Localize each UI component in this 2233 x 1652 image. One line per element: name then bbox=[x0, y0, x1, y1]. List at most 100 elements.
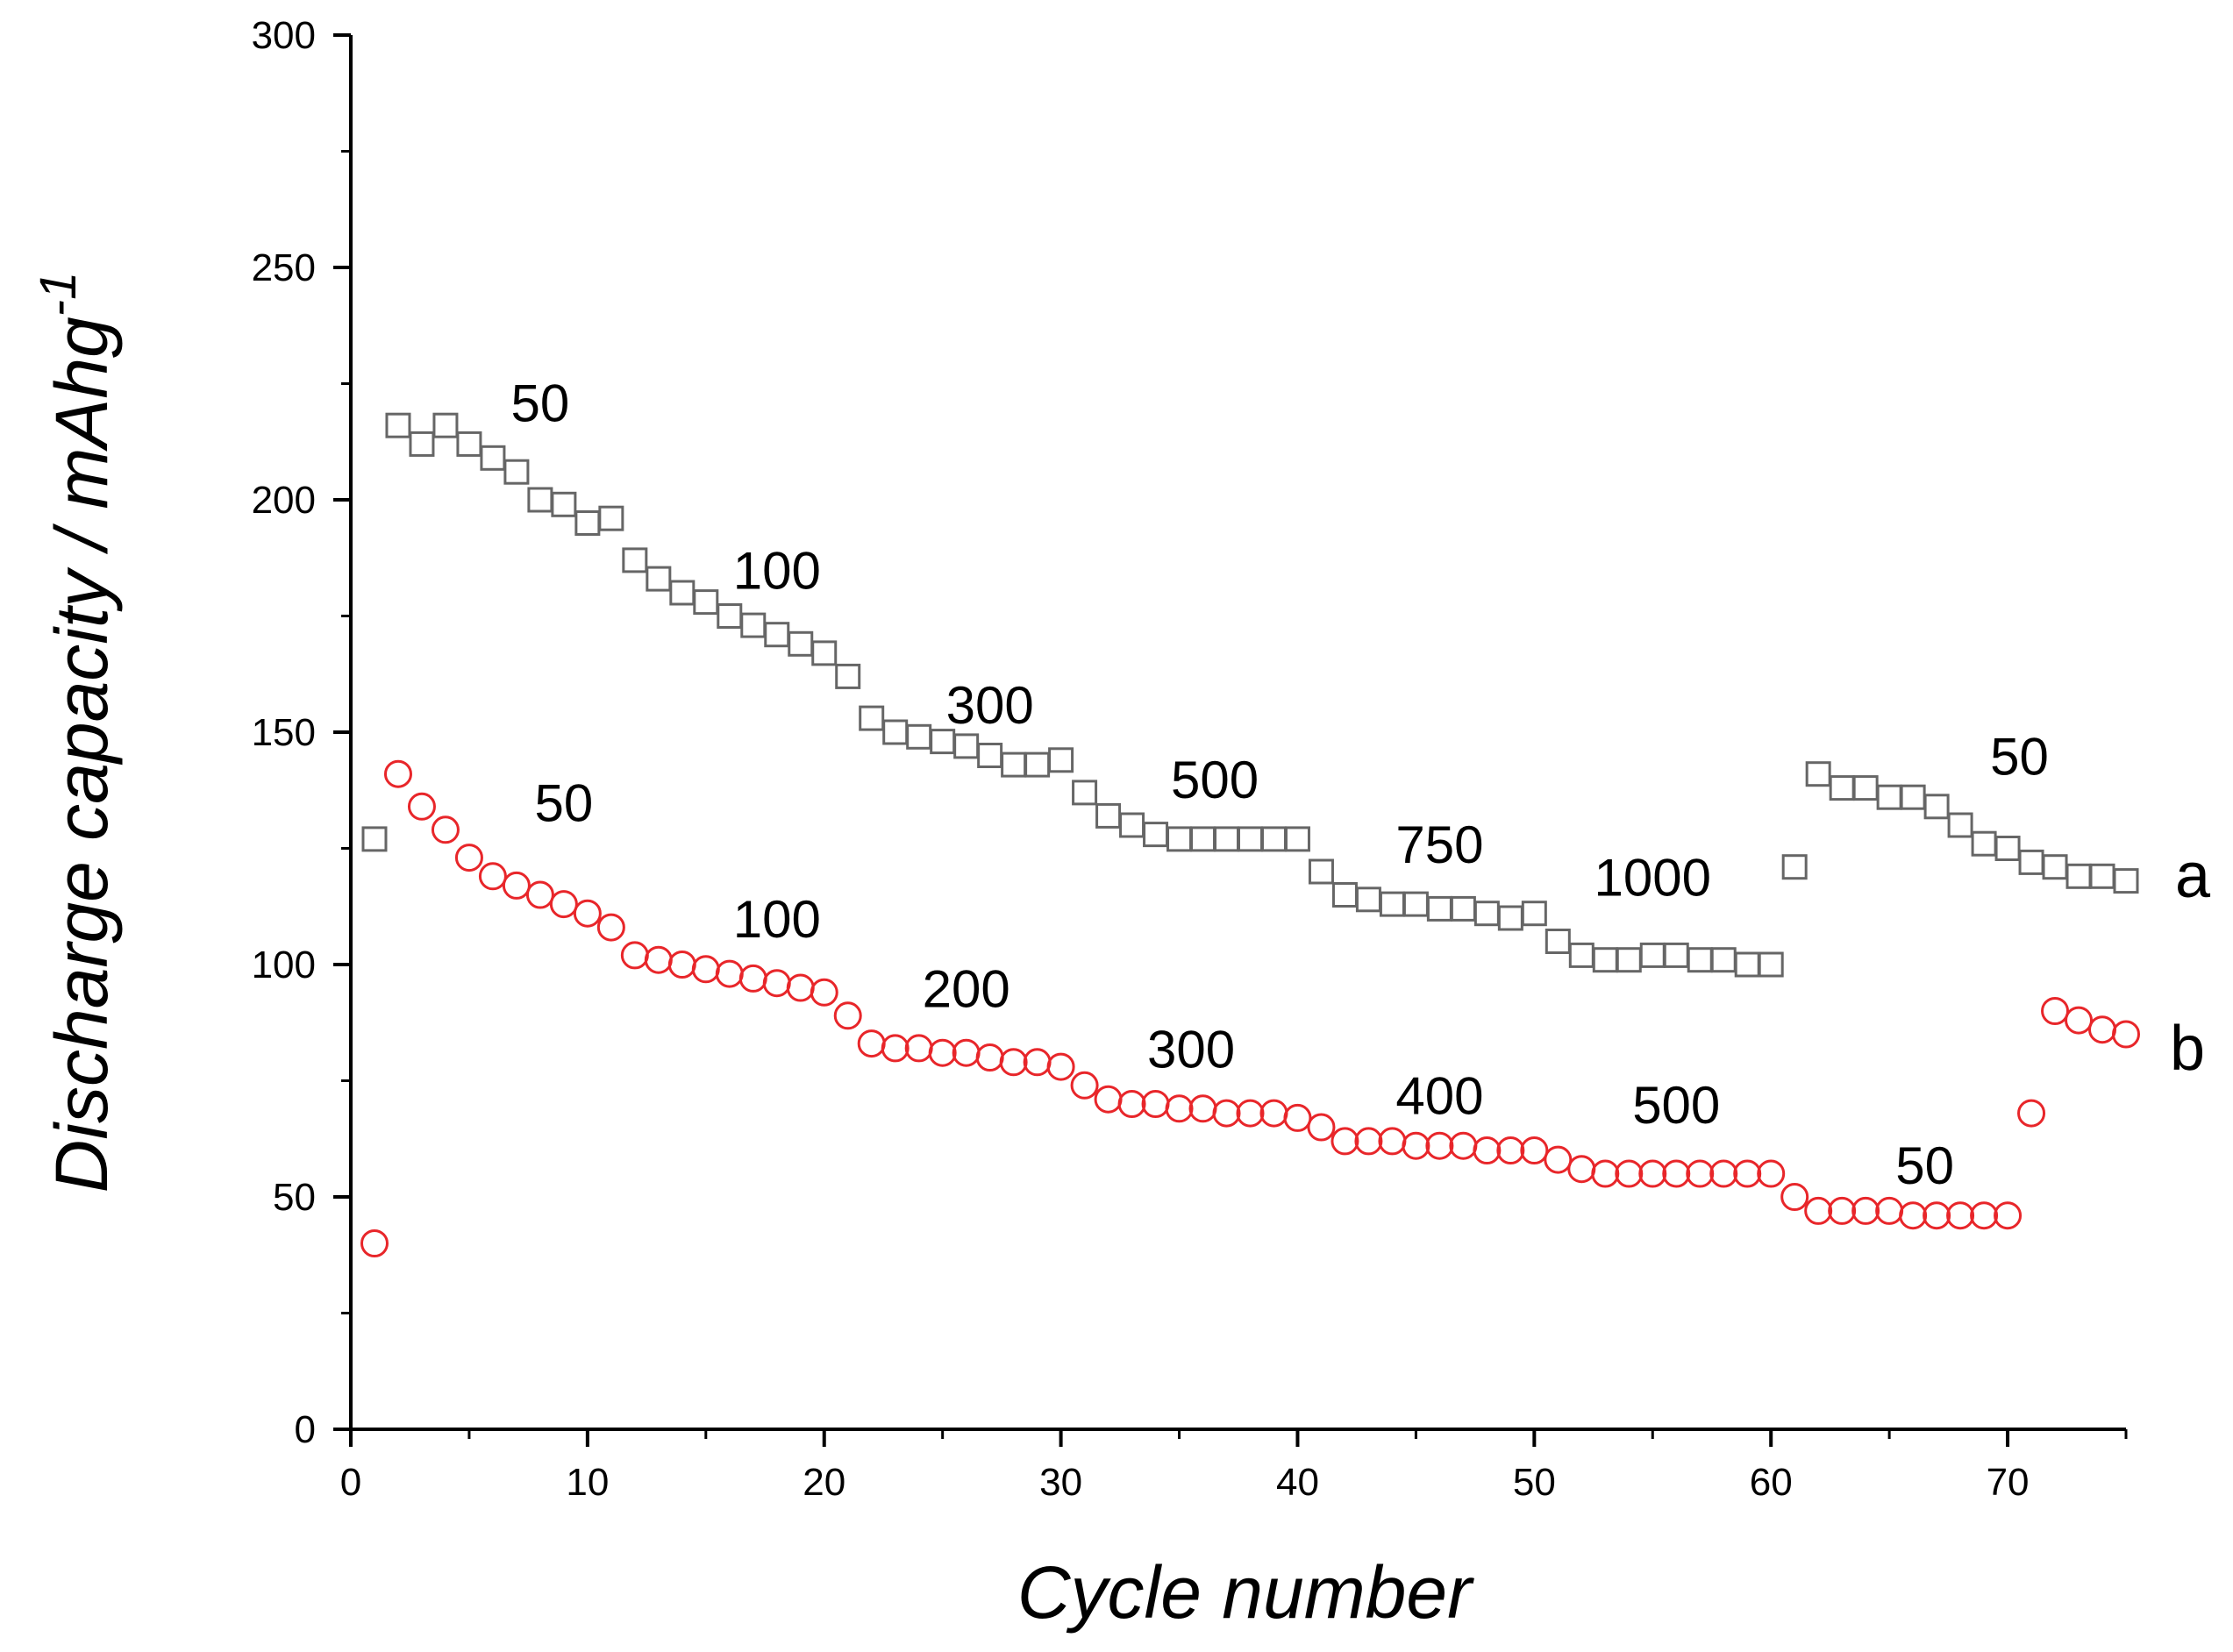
series-b-point bbox=[1686, 1159, 1715, 1188]
series-b-point bbox=[1402, 1131, 1430, 1160]
series-b-point bbox=[502, 871, 531, 900]
y-axis-title-main: Discharge capacity / mAhg bbox=[40, 317, 123, 1193]
series-a-point bbox=[1355, 887, 1381, 913]
series-b-point bbox=[1449, 1131, 1478, 1160]
rate-label-a: 750 bbox=[1395, 815, 1483, 874]
series-a-point bbox=[551, 491, 577, 517]
rate-label-b: 300 bbox=[1147, 1020, 1235, 1079]
series-a-point bbox=[835, 663, 861, 689]
series-b-point bbox=[691, 955, 720, 984]
series-b-point bbox=[1141, 1090, 1170, 1118]
series-a-point bbox=[1450, 895, 1476, 922]
rate-label-b: 100 bbox=[733, 890, 821, 949]
series-a-point bbox=[2018, 849, 2044, 875]
series-a-point bbox=[1166, 826, 1193, 852]
x-tick-label: 60 bbox=[1750, 1461, 1793, 1504]
series-b-point bbox=[1899, 1201, 1928, 1230]
series-b-point bbox=[644, 945, 673, 974]
series-b-point bbox=[1212, 1099, 1241, 1128]
series-label-b: b bbox=[2170, 1014, 2205, 1084]
series-b-point bbox=[810, 978, 838, 1007]
x-axis-title: Cycle number bbox=[1017, 1551, 1474, 1634]
series-a-point bbox=[2042, 854, 2068, 880]
series-a-point bbox=[811, 640, 838, 666]
series-b-point bbox=[1875, 1196, 1904, 1225]
series-a-point bbox=[1048, 747, 1074, 773]
series-b-point bbox=[1046, 1052, 1075, 1081]
series-a-point bbox=[1923, 794, 1950, 820]
series-b-point bbox=[667, 951, 696, 979]
rate-label-a: 300 bbox=[946, 676, 1034, 735]
series-a-point bbox=[906, 723, 932, 750]
series-a-point bbox=[1143, 822, 1169, 848]
series-a-point bbox=[764, 622, 790, 648]
series-a-point bbox=[574, 510, 601, 536]
series-b-point bbox=[1709, 1159, 1738, 1188]
series-a-point bbox=[1663, 942, 1689, 968]
series-a-point bbox=[1829, 775, 1855, 801]
series-b-point bbox=[1615, 1159, 1644, 1188]
series-a-point bbox=[693, 589, 719, 616]
series-b-point bbox=[1473, 1136, 1502, 1164]
series-a-point bbox=[1971, 830, 1997, 857]
series-b-point bbox=[1259, 1099, 1288, 1128]
series-b-point bbox=[1851, 1196, 1880, 1225]
series-a-point bbox=[1876, 784, 1902, 810]
y-tick-label: 300 bbox=[252, 14, 316, 57]
series-a-point bbox=[1592, 947, 1618, 973]
y-tick-label: 0 bbox=[295, 1408, 316, 1451]
rate-label-b: 500 bbox=[1632, 1076, 1720, 1135]
series-a-point bbox=[669, 580, 696, 606]
series-b-point bbox=[1567, 1155, 1596, 1184]
series-b-point bbox=[1165, 1094, 1194, 1123]
series-b-point bbox=[1117, 1090, 1146, 1118]
series-b-point bbox=[620, 941, 649, 970]
series-b-point bbox=[1331, 1127, 1359, 1156]
series-a-point bbox=[2065, 863, 2092, 889]
series-b-point bbox=[1662, 1159, 1691, 1188]
axes bbox=[349, 35, 2126, 1431]
series-b-point bbox=[1780, 1183, 1809, 1211]
series-a-point bbox=[1947, 812, 1973, 838]
x-tick-label: 70 bbox=[1987, 1461, 2030, 1504]
series-b-point bbox=[1828, 1196, 1857, 1225]
series-b-point bbox=[478, 862, 507, 891]
series-b-point bbox=[1496, 1136, 1525, 1164]
series-label-a: a bbox=[2175, 841, 2211, 911]
series-a-point bbox=[1260, 826, 1287, 852]
series-a-point bbox=[598, 505, 624, 531]
rate-label-b: 50 bbox=[1895, 1136, 1954, 1195]
series-b-point bbox=[1804, 1196, 1833, 1225]
series-a-point bbox=[2089, 863, 2115, 889]
series-a-point bbox=[1781, 854, 1808, 880]
series-a-point bbox=[1214, 826, 1240, 852]
series-a-point bbox=[2113, 868, 2139, 894]
series-b-point bbox=[431, 815, 460, 844]
y-tick-label: 100 bbox=[252, 943, 316, 986]
series-b-point bbox=[360, 1229, 389, 1257]
series-a-point bbox=[1001, 751, 1027, 778]
series-a-point bbox=[361, 826, 388, 852]
series-a-point bbox=[503, 459, 530, 485]
series-a-point bbox=[1308, 858, 1334, 885]
series-b-point bbox=[2088, 1015, 2117, 1044]
series-b-point bbox=[1638, 1159, 1667, 1188]
y-tick-label: 250 bbox=[252, 246, 316, 289]
series-b-point bbox=[454, 844, 483, 872]
series-b-point bbox=[1070, 1071, 1099, 1100]
series-b-point bbox=[1994, 1201, 2023, 1230]
series-b-point bbox=[1591, 1159, 1620, 1188]
series-b-point bbox=[2112, 1020, 2140, 1049]
series-b-point bbox=[1023, 1048, 1052, 1077]
x-tick-label: 50 bbox=[1513, 1461, 1556, 1504]
rate-label-b: 400 bbox=[1395, 1066, 1483, 1125]
series-b-point bbox=[1970, 1201, 1999, 1230]
rate-annotations: 50 100 300 500 750 1000 50 50 100 200 300 400 500 50 bbox=[511, 374, 2049, 1195]
series-a-point bbox=[788, 630, 814, 657]
series-b-point bbox=[715, 959, 744, 988]
series-a-point bbox=[859, 705, 885, 731]
ticks: 0 10 20 30 40 50 60 70 0 50 100 150 200 250 300 bbox=[252, 14, 2128, 1504]
series-b-point bbox=[1923, 1201, 1951, 1230]
series-b-point bbox=[1307, 1113, 1336, 1142]
